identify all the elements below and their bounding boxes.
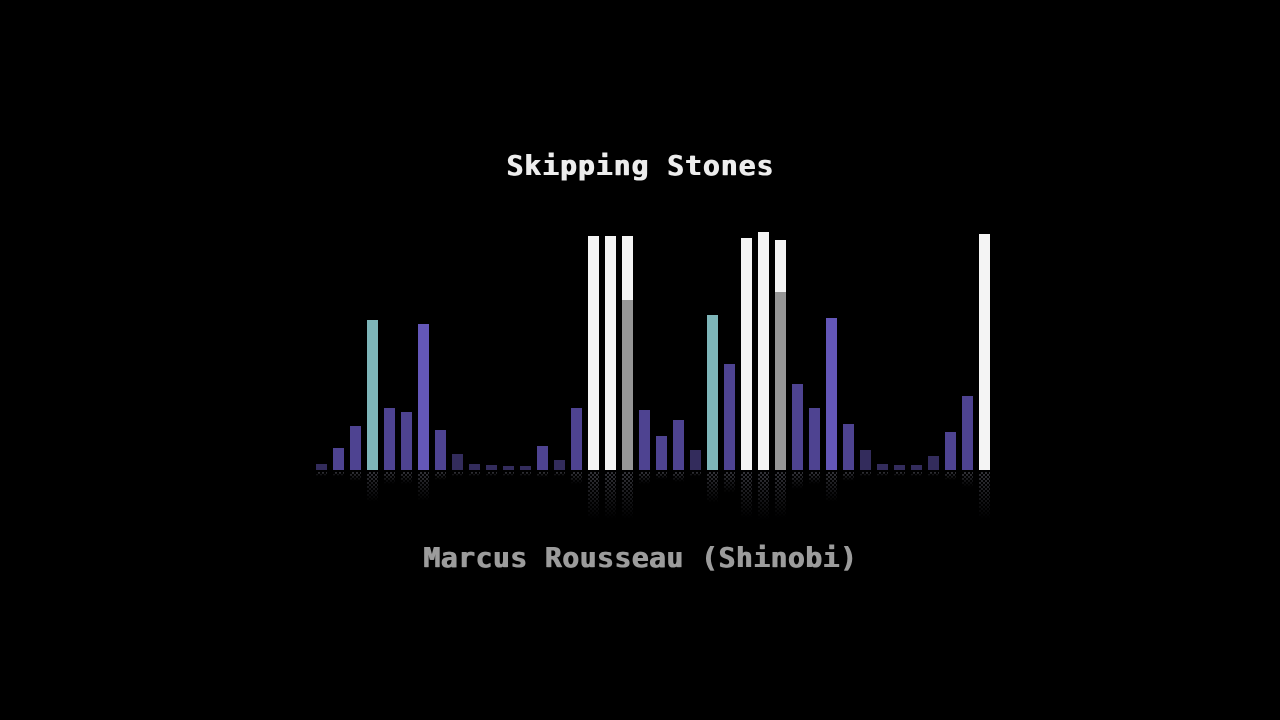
spectrum-bar <box>537 446 548 470</box>
spectrum-bar-reflection <box>741 472 752 518</box>
spectrum-bar-reflection <box>690 472 701 476</box>
artist-name: Marcus Rousseau (Shinobi) <box>423 541 857 574</box>
spectrum-bar <box>554 460 565 470</box>
spectrum-bar-reflection <box>775 472 786 518</box>
spectrum-bar-reflection <box>758 472 769 520</box>
spectrum-bar <box>826 318 837 470</box>
spectrum-bar <box>741 238 752 470</box>
spectrum-bar-reflection <box>622 472 633 519</box>
spectrum-bar <box>707 315 718 470</box>
spectrum-bar-reflection <box>605 472 616 519</box>
spectrum-bar <box>469 464 480 470</box>
spectrum-bar <box>520 466 531 470</box>
spectrum-bar <box>860 450 871 470</box>
spectrum-bar-reflection <box>571 472 582 484</box>
spectrum-bar-reflection <box>503 472 514 476</box>
spectrum-bar-reflection <box>350 472 361 481</box>
spectrum-bar <box>928 456 939 470</box>
spectrum-bar-reflection <box>809 472 820 484</box>
spectrum-bar-reflection <box>537 472 548 477</box>
spectrum-bar-reflection <box>826 472 837 502</box>
spectrum-bar <box>979 234 990 470</box>
spectrum-bar-reflection <box>418 472 429 501</box>
spectrum-bar <box>384 408 395 470</box>
spectrum-bar <box>656 436 667 470</box>
spectrum-bar <box>809 408 820 470</box>
track-title: Skipping Stones <box>506 149 774 182</box>
spectrum-bar-reflection <box>554 472 565 476</box>
spectrum-bar-reflection <box>928 472 939 476</box>
spectrum-bar-reflection <box>367 472 378 502</box>
spectrum-bar-reflection <box>673 472 684 482</box>
spectrum-bar <box>367 320 378 470</box>
spectrum-bar <box>401 412 412 470</box>
spectrum-bar <box>724 364 735 470</box>
spectrum-bar-reflection <box>860 472 871 476</box>
spectrum-bar <box>503 466 514 470</box>
spectrum-bar-reflection <box>911 472 922 476</box>
spectrum-bar-reflection <box>435 472 446 480</box>
spectrum-bar-reflection <box>316 472 327 476</box>
spectrum-bar <box>588 236 599 470</box>
spectrum-bar-cap <box>622 236 633 300</box>
spectrum-bar <box>622 236 633 470</box>
spectrum-bar <box>690 450 701 470</box>
spectrum-bar <box>792 384 803 470</box>
spectrum-bar-reflection <box>401 472 412 484</box>
spectrum-bar <box>911 465 922 470</box>
spectrum-bar <box>333 448 344 470</box>
spectrum-bar-reflection <box>656 472 667 479</box>
spectrum-bar-reflection <box>979 472 990 519</box>
spectrum-bar-reflection <box>877 472 888 476</box>
spectrum-bar-reflection <box>520 472 531 476</box>
spectrum-bar-reflection <box>452 472 463 476</box>
spectrum-bar-reflection <box>469 472 480 476</box>
spectrum-bar-reflection <box>894 472 905 476</box>
spectrum-bar-reflection <box>384 472 395 484</box>
spectrum-bar <box>435 430 446 470</box>
spectrum-bar-reflection <box>962 472 973 487</box>
spectrum-bar-reflection <box>588 472 599 519</box>
spectrum-bar-reflection <box>792 472 803 489</box>
spectrum-bar <box>758 232 769 470</box>
spectrum-bar-reflection <box>707 472 718 503</box>
spectrum-bar-reflection <box>639 472 650 484</box>
spectrum-bar-reflection <box>724 472 735 493</box>
spectrum-bar-reflection <box>333 472 344 476</box>
spectrum-bar <box>418 324 429 470</box>
spectrum-bar <box>945 432 956 470</box>
spectrum-bar <box>673 420 684 470</box>
spectrum-bar-cap <box>775 240 786 292</box>
spectrum-bar-reflection <box>945 472 956 480</box>
spectrum-bar <box>316 464 327 470</box>
spectrum-bar <box>571 408 582 470</box>
spectrum-bar <box>843 424 854 470</box>
spectrum-bar <box>894 465 905 470</box>
spectrum-bar <box>486 465 497 470</box>
spectrum-bar <box>962 396 973 470</box>
spectrum-bar <box>639 410 650 470</box>
spectrum-bar <box>877 464 888 470</box>
spectrum-bar <box>350 426 361 470</box>
spectrum-bar-reflection <box>486 472 497 476</box>
spectrum-bar <box>452 454 463 470</box>
spectrum-bar-reflection <box>843 472 854 481</box>
spectrum-bar <box>605 236 616 470</box>
spectrum-bar <box>775 240 786 470</box>
